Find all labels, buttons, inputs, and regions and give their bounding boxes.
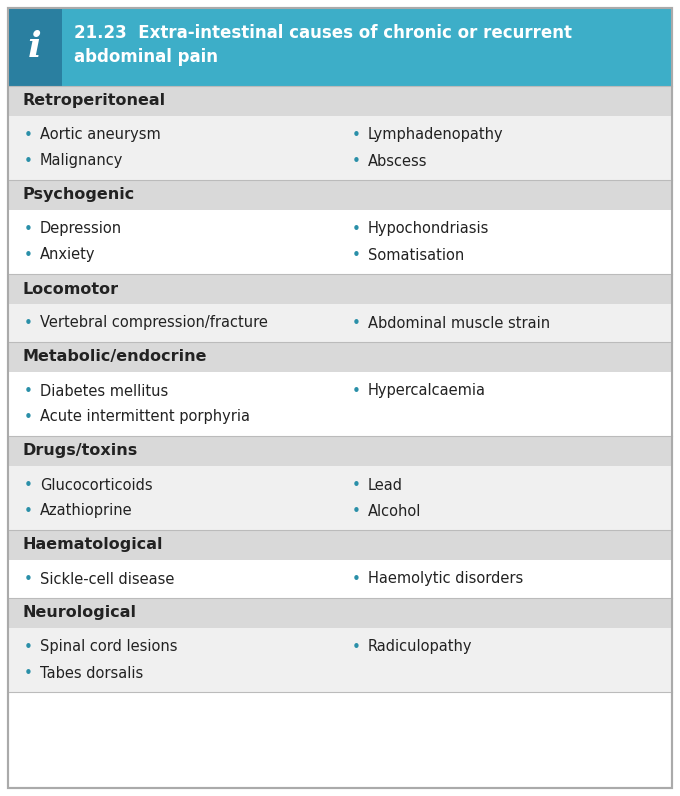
Text: •: •	[352, 572, 361, 587]
Text: •: •	[352, 478, 361, 493]
Text: •: •	[24, 478, 33, 493]
Text: Radiculopathy: Radiculopathy	[368, 639, 473, 654]
Bar	[8, 8, 62, 86]
Text: Neurological: Neurological	[22, 606, 136, 621]
Text: •: •	[352, 315, 361, 330]
Text: Diabetes mellitus: Diabetes mellitus	[40, 384, 168, 399]
Text: •: •	[24, 639, 33, 654]
Text: •: •	[352, 504, 361, 518]
Text: Acute intermittent porphyria: Acute intermittent porphyria	[40, 409, 250, 424]
Text: •: •	[24, 315, 33, 330]
Text: Azathioprine: Azathioprine	[40, 504, 133, 518]
Text: •: •	[24, 572, 33, 587]
Text: Abdominal muscle strain: Abdominal muscle strain	[368, 315, 550, 330]
Text: Alcohol: Alcohol	[368, 504, 422, 518]
Text: •: •	[24, 154, 33, 169]
Text: Depression: Depression	[40, 221, 122, 236]
Bar	[8, 116, 672, 180]
Text: Spinal cord lesions: Spinal cord lesions	[40, 639, 177, 654]
Text: •: •	[24, 248, 33, 263]
Text: Retroperitoneal: Retroperitoneal	[22, 93, 165, 108]
Text: Malignancy: Malignancy	[40, 154, 123, 169]
Text: Anxiety: Anxiety	[40, 248, 95, 263]
Bar	[8, 86, 672, 116]
Text: Haemolytic disorders: Haemolytic disorders	[368, 572, 523, 587]
Text: Aortic aneurysm: Aortic aneurysm	[40, 127, 160, 142]
Text: 21.23  Extra-intestinal causes of chronic or recurrent
abdominal pain: 21.23 Extra-intestinal causes of chronic…	[74, 24, 572, 66]
Text: Somatisation: Somatisation	[368, 248, 464, 263]
Text: •: •	[24, 409, 33, 424]
Bar	[62, 8, 672, 86]
Text: Glucocorticoids: Glucocorticoids	[40, 478, 152, 493]
Text: •: •	[352, 154, 361, 169]
Text: •: •	[352, 248, 361, 263]
Bar	[8, 628, 672, 692]
Text: •: •	[352, 127, 361, 142]
Text: Hypercalcaemia: Hypercalcaemia	[368, 384, 486, 399]
Text: •: •	[352, 639, 361, 654]
Text: Tabes dorsalis: Tabes dorsalis	[40, 665, 143, 681]
Text: Lymphadenopathy: Lymphadenopathy	[368, 127, 504, 142]
Text: Hypochondriasis: Hypochondriasis	[368, 221, 490, 236]
Text: Locomotor: Locomotor	[22, 282, 118, 296]
Bar	[8, 560, 672, 598]
Text: •: •	[352, 221, 361, 236]
Bar	[8, 180, 672, 210]
Text: Psychogenic: Psychogenic	[22, 188, 134, 202]
Text: •: •	[24, 384, 33, 399]
Bar	[8, 210, 672, 274]
Text: •: •	[24, 221, 33, 236]
Bar	[8, 436, 672, 466]
Text: i: i	[28, 30, 42, 64]
Text: •: •	[24, 504, 33, 518]
Bar	[8, 274, 672, 304]
Text: Abscess: Abscess	[368, 154, 428, 169]
Text: Lead: Lead	[368, 478, 403, 493]
Text: •: •	[24, 127, 33, 142]
Bar	[8, 530, 672, 560]
Text: Drugs/toxins: Drugs/toxins	[22, 443, 137, 458]
Bar	[8, 304, 672, 342]
Text: •: •	[352, 384, 361, 399]
Bar	[8, 466, 672, 530]
Bar	[8, 598, 672, 628]
Text: Sickle-cell disease: Sickle-cell disease	[40, 572, 174, 587]
Bar	[8, 342, 672, 372]
Text: Vertebral compression/fracture: Vertebral compression/fracture	[40, 315, 268, 330]
Bar	[8, 372, 672, 436]
Text: Metabolic/endocrine: Metabolic/endocrine	[22, 349, 207, 365]
Text: Haematological: Haematological	[22, 537, 163, 552]
Text: •: •	[24, 665, 33, 681]
